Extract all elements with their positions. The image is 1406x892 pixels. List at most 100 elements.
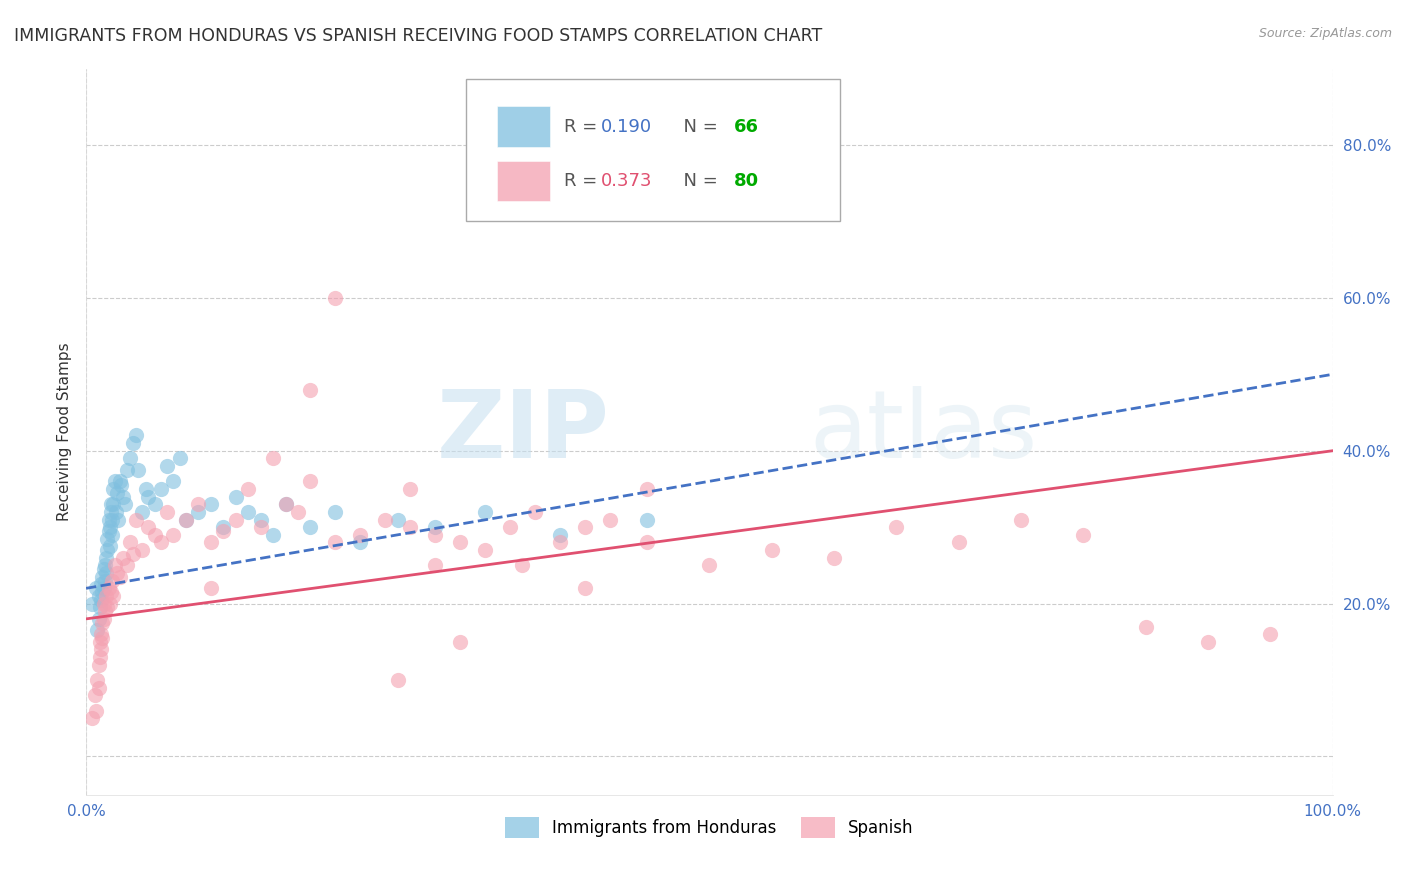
Point [101,528,124,542]
Point [103,482,125,496]
Point [423,520,446,534]
Point [101,512,124,526]
Text: N =: N = [672,118,724,136]
FancyBboxPatch shape [467,79,841,221]
Point [98,597,121,611]
Point [249,520,271,534]
Point [89,600,111,615]
Point [118,451,141,466]
Point [249,512,271,526]
Point [91,570,114,584]
Point [262,528,284,542]
Point [100,497,122,511]
Point [114,497,136,511]
Point [548,528,571,542]
Point [97,582,120,596]
Point [474,543,496,558]
Point [87,589,110,603]
Point [94,550,117,565]
Point [349,528,371,542]
Point [90,592,112,607]
FancyBboxPatch shape [498,106,550,147]
Point [115,558,138,573]
Point [169,451,191,466]
Point [104,505,127,519]
Point [83,689,105,703]
FancyBboxPatch shape [498,161,550,202]
Point [200,582,222,596]
Text: IMMIGRANTS FROM HONDURAS VS SPANISH RECEIVING FOOD STAMPS CORRELATION CHART: IMMIGRANTS FROM HONDURAS VS SPANISH RECE… [14,27,823,45]
Point [118,535,141,549]
Point [93,612,115,626]
Point [94,574,117,588]
Point [96,532,118,546]
Point [131,543,153,558]
Point [387,512,409,526]
Point [98,520,121,534]
Point [112,550,135,565]
Point [1260,627,1282,641]
Point [156,505,179,519]
Point [86,624,108,638]
Point [349,535,371,549]
Point [91,631,114,645]
Point [236,482,259,496]
Point [1197,635,1219,649]
Point [125,512,148,526]
Point [156,458,179,473]
Point [112,490,135,504]
Point [299,475,322,489]
Point [374,512,396,526]
Point [449,535,471,549]
Point [105,566,128,580]
Point [86,673,108,687]
Legend: Immigrants from Honduras, Spanish: Immigrants from Honduras, Spanish [499,811,920,845]
Point [948,535,970,549]
Point [98,539,121,553]
Point [89,650,111,665]
Point [699,558,721,573]
Point [212,520,235,534]
Point [96,600,118,615]
Point [823,550,845,565]
Point [149,535,172,549]
Text: atlas: atlas [810,385,1038,477]
Point [89,635,111,649]
Point [110,478,132,492]
Point [108,570,131,584]
Point [104,558,127,573]
Point [599,512,621,526]
Point [287,505,309,519]
Point [135,482,157,496]
Point [97,512,120,526]
Point [200,497,222,511]
Point [1135,619,1157,633]
Point [162,475,184,489]
Text: ZIP: ZIP [437,385,610,477]
Point [387,673,409,687]
Point [131,505,153,519]
Point [115,463,138,477]
Point [187,505,209,519]
Point [94,566,117,580]
Point [101,574,124,588]
Text: 66: 66 [734,118,759,136]
Point [93,562,115,576]
Point [122,547,145,561]
Point [87,681,110,695]
Point [93,597,115,611]
Point [1010,512,1032,526]
Point [225,512,247,526]
Point [548,535,571,549]
Point [325,535,347,549]
Point [523,505,546,519]
Point [162,528,184,542]
Point [94,589,117,603]
Point [94,558,117,573]
Point [82,711,104,725]
Point [325,291,347,305]
Point [325,505,347,519]
Text: N =: N = [672,172,724,190]
Point [636,535,658,549]
Text: Source: ZipAtlas.com: Source: ZipAtlas.com [1258,27,1392,40]
